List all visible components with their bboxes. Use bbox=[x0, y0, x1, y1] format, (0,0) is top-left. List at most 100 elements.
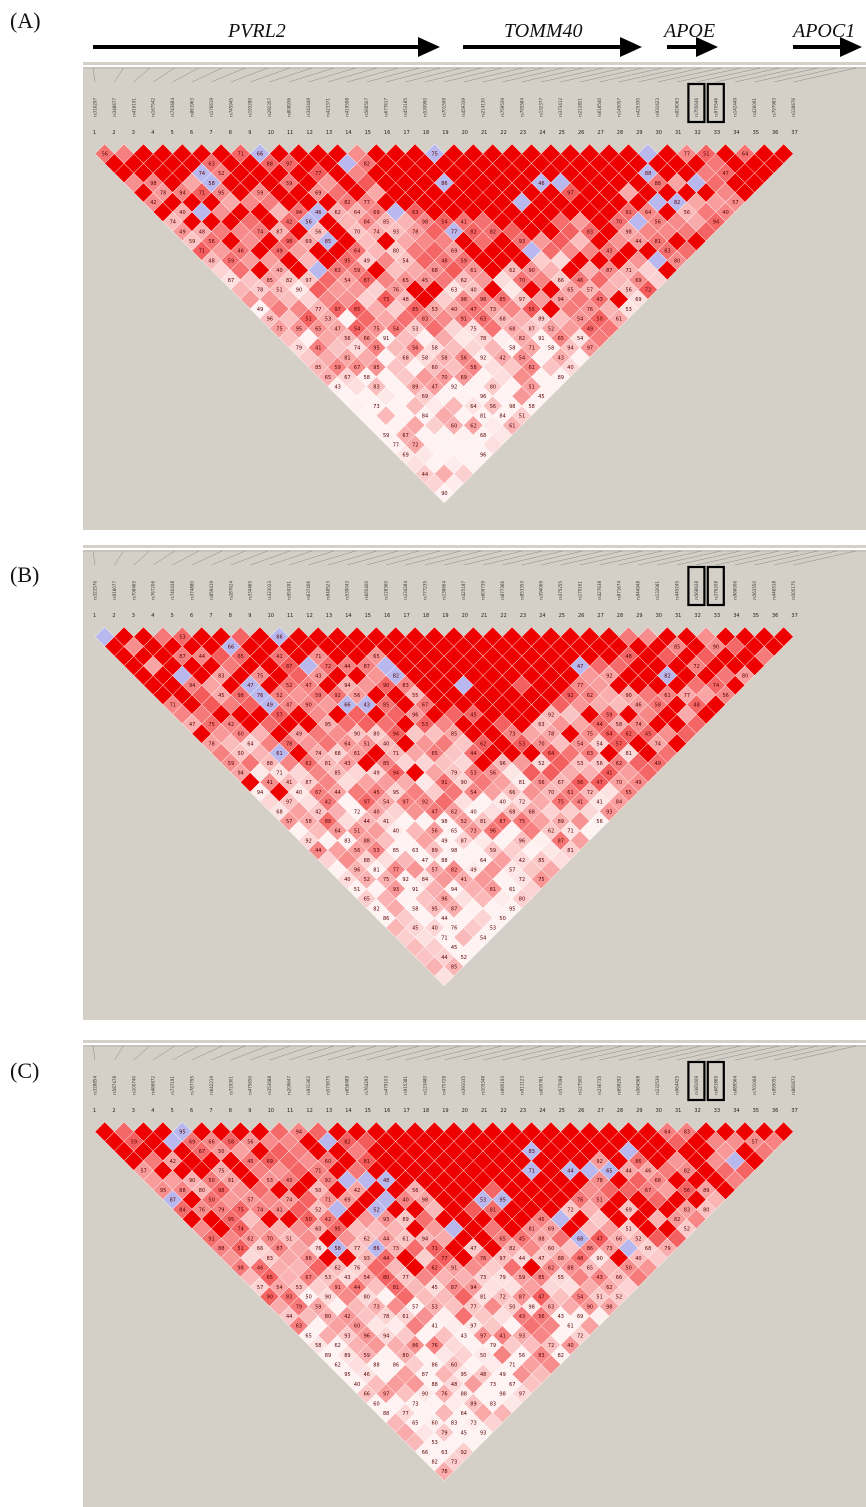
panel-c-snp-index-19: 19 bbox=[442, 1108, 448, 1114]
svg-text:56: 56 bbox=[626, 288, 632, 294]
svg-text:49: 49 bbox=[499, 1372, 505, 1378]
svg-text:80: 80 bbox=[490, 385, 496, 391]
svg-text:72: 72 bbox=[548, 1343, 554, 1349]
panel-a-snp-leader-8 bbox=[230, 67, 268, 83]
panel-a-snp-index-12: 12 bbox=[306, 130, 312, 136]
panel-label-c: (C) bbox=[10, 1058, 40, 1083]
panel-c-snp-leader-3 bbox=[133, 1045, 150, 1061]
svg-text:42: 42 bbox=[228, 722, 234, 728]
svg-text:73: 73 bbox=[490, 1382, 496, 1388]
svg-text:71: 71 bbox=[170, 703, 176, 709]
panel-c-snp-leader-24 bbox=[541, 1045, 603, 1061]
svg-text:77: 77 bbox=[364, 200, 370, 206]
panel-c-snp-index-5: 5 bbox=[171, 1108, 174, 1114]
panel-b-snp-index-21: 21 bbox=[481, 613, 487, 619]
svg-text:71: 71 bbox=[199, 249, 205, 255]
panel-c-snp-label-24: rs655761 bbox=[539, 1076, 544, 1095]
svg-text:82: 82 bbox=[344, 200, 350, 206]
svg-text:92: 92 bbox=[461, 1450, 467, 1456]
panel-c-snp-index-25: 25 bbox=[559, 1108, 565, 1114]
panel-a-snp-label-30: rs931623 bbox=[655, 98, 660, 117]
svg-text:61: 61 bbox=[402, 1236, 408, 1242]
svg-text:75: 75 bbox=[470, 326, 476, 332]
svg-text:91: 91 bbox=[208, 1236, 214, 1242]
svg-text:66: 66 bbox=[558, 278, 564, 284]
panel-a-snp-label-8: rs745945 bbox=[228, 98, 233, 117]
panel-b-snp-leader-8 bbox=[230, 550, 268, 566]
svg-text:83: 83 bbox=[422, 317, 428, 323]
svg-text:45: 45 bbox=[432, 1285, 438, 1291]
svg-text:71: 71 bbox=[315, 1169, 321, 1175]
panel-c-snp-leader-1 bbox=[92, 1045, 96, 1061]
svg-text:86: 86 bbox=[393, 1363, 399, 1369]
panel-b-snp-index-3: 3 bbox=[132, 613, 135, 619]
panel-a-snp-label-17: rs453185 bbox=[403, 98, 408, 117]
svg-text:94: 94 bbox=[567, 346, 573, 352]
svg-text:40: 40 bbox=[344, 877, 350, 883]
svg-text:88: 88 bbox=[267, 161, 273, 167]
panel-a-snp-label-34: rs142449 bbox=[733, 98, 738, 117]
panel-a-snp-leader-13 bbox=[327, 67, 377, 83]
panel-a-snp-label-11: rs808936 bbox=[287, 98, 292, 117]
panel-c-snp-index-7: 7 bbox=[209, 1108, 212, 1114]
svg-text:77: 77 bbox=[402, 1411, 408, 1417]
svg-text:94: 94 bbox=[451, 887, 457, 893]
panel-a-snp-leader-21 bbox=[482, 67, 543, 83]
svg-text:72: 72 bbox=[519, 877, 525, 883]
svg-text:70: 70 bbox=[354, 229, 360, 235]
panel-c-snp-label-15: rs764292 bbox=[364, 1076, 369, 1095]
svg-text:85: 85 bbox=[267, 278, 273, 284]
panel-b-snp-leader-34 bbox=[735, 550, 799, 566]
svg-text:94: 94 bbox=[296, 210, 302, 216]
svg-text:82: 82 bbox=[558, 1353, 564, 1359]
svg-text:85: 85 bbox=[383, 761, 389, 767]
svg-text:81: 81 bbox=[529, 1227, 535, 1233]
panel-a-snp-label-5: rs743684 bbox=[170, 98, 175, 117]
svg-text:93: 93 bbox=[364, 1256, 370, 1262]
svg-text:94: 94 bbox=[344, 683, 350, 689]
panel-a-snp-leader-22 bbox=[502, 67, 563, 83]
svg-text:97: 97 bbox=[305, 278, 311, 284]
svg-text:91: 91 bbox=[451, 1266, 457, 1272]
svg-text:46: 46 bbox=[364, 1372, 370, 1378]
svg-text:56: 56 bbox=[538, 1314, 544, 1320]
svg-text:72: 72 bbox=[567, 1207, 573, 1213]
svg-text:57: 57 bbox=[247, 1198, 253, 1204]
svg-text:60: 60 bbox=[432, 365, 438, 371]
svg-text:90: 90 bbox=[461, 780, 467, 786]
svg-text:66: 66 bbox=[257, 1246, 263, 1252]
svg-text:67: 67 bbox=[305, 1275, 311, 1281]
panel-b-snp-index-35: 35 bbox=[753, 613, 759, 619]
panel-b-snp-index-20: 20 bbox=[462, 613, 468, 619]
panel-b-snp-label-24: rs394069 bbox=[539, 581, 544, 600]
svg-text:58: 58 bbox=[335, 1246, 341, 1252]
svg-text:75: 75 bbox=[208, 722, 214, 728]
svg-text:94: 94 bbox=[257, 790, 263, 796]
svg-text:75: 75 bbox=[432, 152, 438, 158]
svg-text:56: 56 bbox=[432, 829, 438, 835]
panel-b-snp-index-33: 33 bbox=[714, 613, 720, 619]
svg-text:66: 66 bbox=[509, 790, 515, 796]
svg-text:45: 45 bbox=[373, 790, 379, 796]
svg-text:79: 79 bbox=[218, 1207, 224, 1213]
panel-a-snp-index-14: 14 bbox=[345, 130, 351, 136]
panel-b-snp-index-9: 9 bbox=[248, 613, 251, 619]
svg-text:44: 44 bbox=[354, 1285, 360, 1291]
panel-a-snp-label-9: rs193280 bbox=[248, 98, 253, 117]
svg-text:62: 62 bbox=[626, 732, 632, 738]
svg-text:92: 92 bbox=[305, 838, 311, 844]
svg-text:54: 54 bbox=[577, 317, 583, 323]
svg-text:86: 86 bbox=[383, 916, 389, 922]
svg-text:78: 78 bbox=[480, 336, 486, 342]
svg-text:82: 82 bbox=[490, 229, 496, 235]
svg-text:49: 49 bbox=[364, 258, 370, 264]
svg-text:72: 72 bbox=[693, 664, 699, 670]
panel-a-snp-index-5: 5 bbox=[171, 130, 174, 136]
svg-text:54: 54 bbox=[441, 220, 447, 226]
svg-text:56: 56 bbox=[354, 693, 360, 699]
svg-text:68: 68 bbox=[432, 268, 438, 274]
svg-text:93: 93 bbox=[606, 809, 612, 815]
svg-text:54: 54 bbox=[519, 355, 525, 361]
svg-text:82: 82 bbox=[509, 1246, 515, 1252]
svg-text:42: 42 bbox=[344, 1314, 350, 1320]
